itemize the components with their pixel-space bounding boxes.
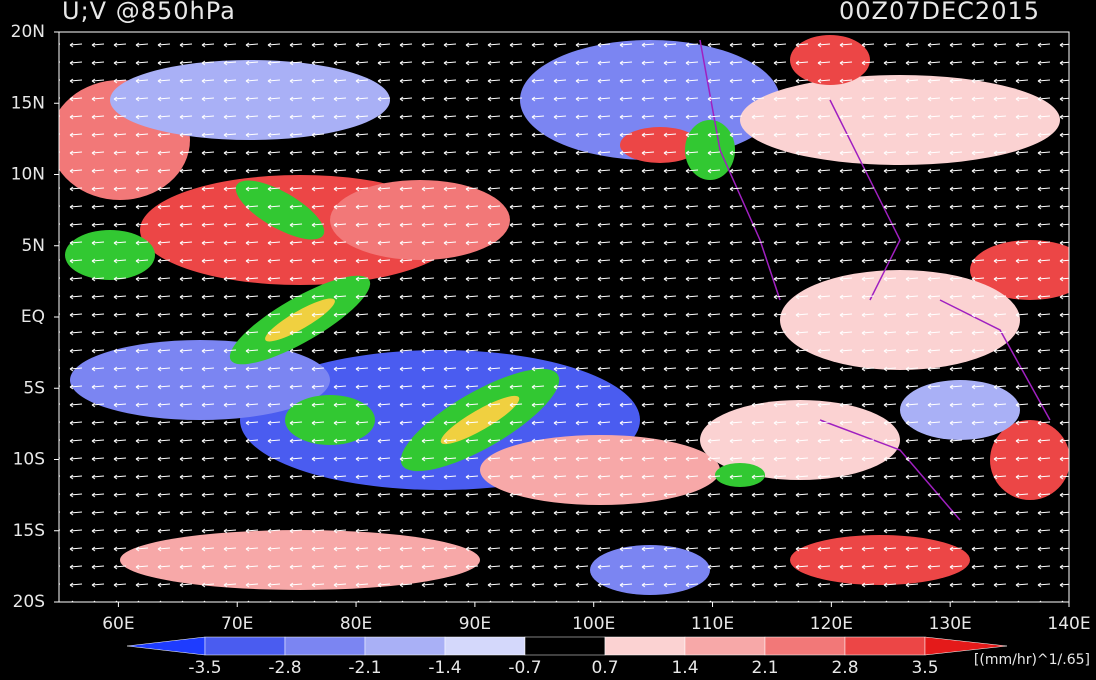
x-tick-label: 90E <box>459 614 491 634</box>
title: U;V @850hPa <box>62 0 236 25</box>
colorbar-label: -2.8 <box>268 658 301 678</box>
x-tick-label: 80E <box>340 614 372 634</box>
colorbar-unit: [(mm/hr)^1/.65] <box>974 652 1090 668</box>
y-tick-label: 15S <box>13 521 45 541</box>
x-tick-label: 60E <box>102 614 134 634</box>
x-tick-label: 120E <box>810 614 853 634</box>
colorbar-segment <box>524 636 606 656</box>
y-tick-label: 15N <box>11 93 45 113</box>
colorbar-segment <box>364 636 446 656</box>
x-tick-label: 110E <box>691 614 734 634</box>
y-tick-label: 20N <box>11 22 45 42</box>
y-tick-label: 10N <box>11 165 45 185</box>
colorbar-segment <box>284 636 366 656</box>
colorbar-segment <box>764 636 846 656</box>
y-tick-label: 5N <box>21 236 45 256</box>
colorbar-label: -0.7 <box>508 658 541 678</box>
colorbar-label: -2.1 <box>348 658 381 678</box>
colorbar-label: -3.5 <box>188 658 221 678</box>
colorbar-segment <box>684 636 766 656</box>
x-tick-label: 140E <box>1047 614 1090 634</box>
colorbar-label: 1.4 <box>671 658 698 678</box>
x-tick-label: 70E <box>221 614 253 634</box>
field <box>59 32 1069 602</box>
colorbar-segment <box>444 636 526 656</box>
x-tick-label: 100E <box>572 614 615 634</box>
x-tick-label: 130E <box>929 614 972 634</box>
y-tick-label: 20S <box>13 592 45 612</box>
y-tick-label: EQ <box>21 307 45 327</box>
colorbar-low-triangle <box>126 636 206 656</box>
colorbar-label: -1.4 <box>428 658 461 678</box>
colorbar-label: 3.5 <box>911 658 938 678</box>
colorbar-high-triangle <box>924 636 1008 656</box>
colorbar-label: 0.7 <box>591 658 618 678</box>
colorbar-label: 2.1 <box>751 658 778 678</box>
y-tick-label: 10S <box>13 450 45 470</box>
colorbar-segment <box>604 636 686 656</box>
time-label: 00Z07DEC2015 <box>839 0 1040 25</box>
colorbar-label: 2.8 <box>831 658 858 678</box>
colorbar-segment <box>204 636 286 656</box>
colorbar-segment <box>844 636 926 656</box>
y-tick-label: 5S <box>23 378 45 398</box>
